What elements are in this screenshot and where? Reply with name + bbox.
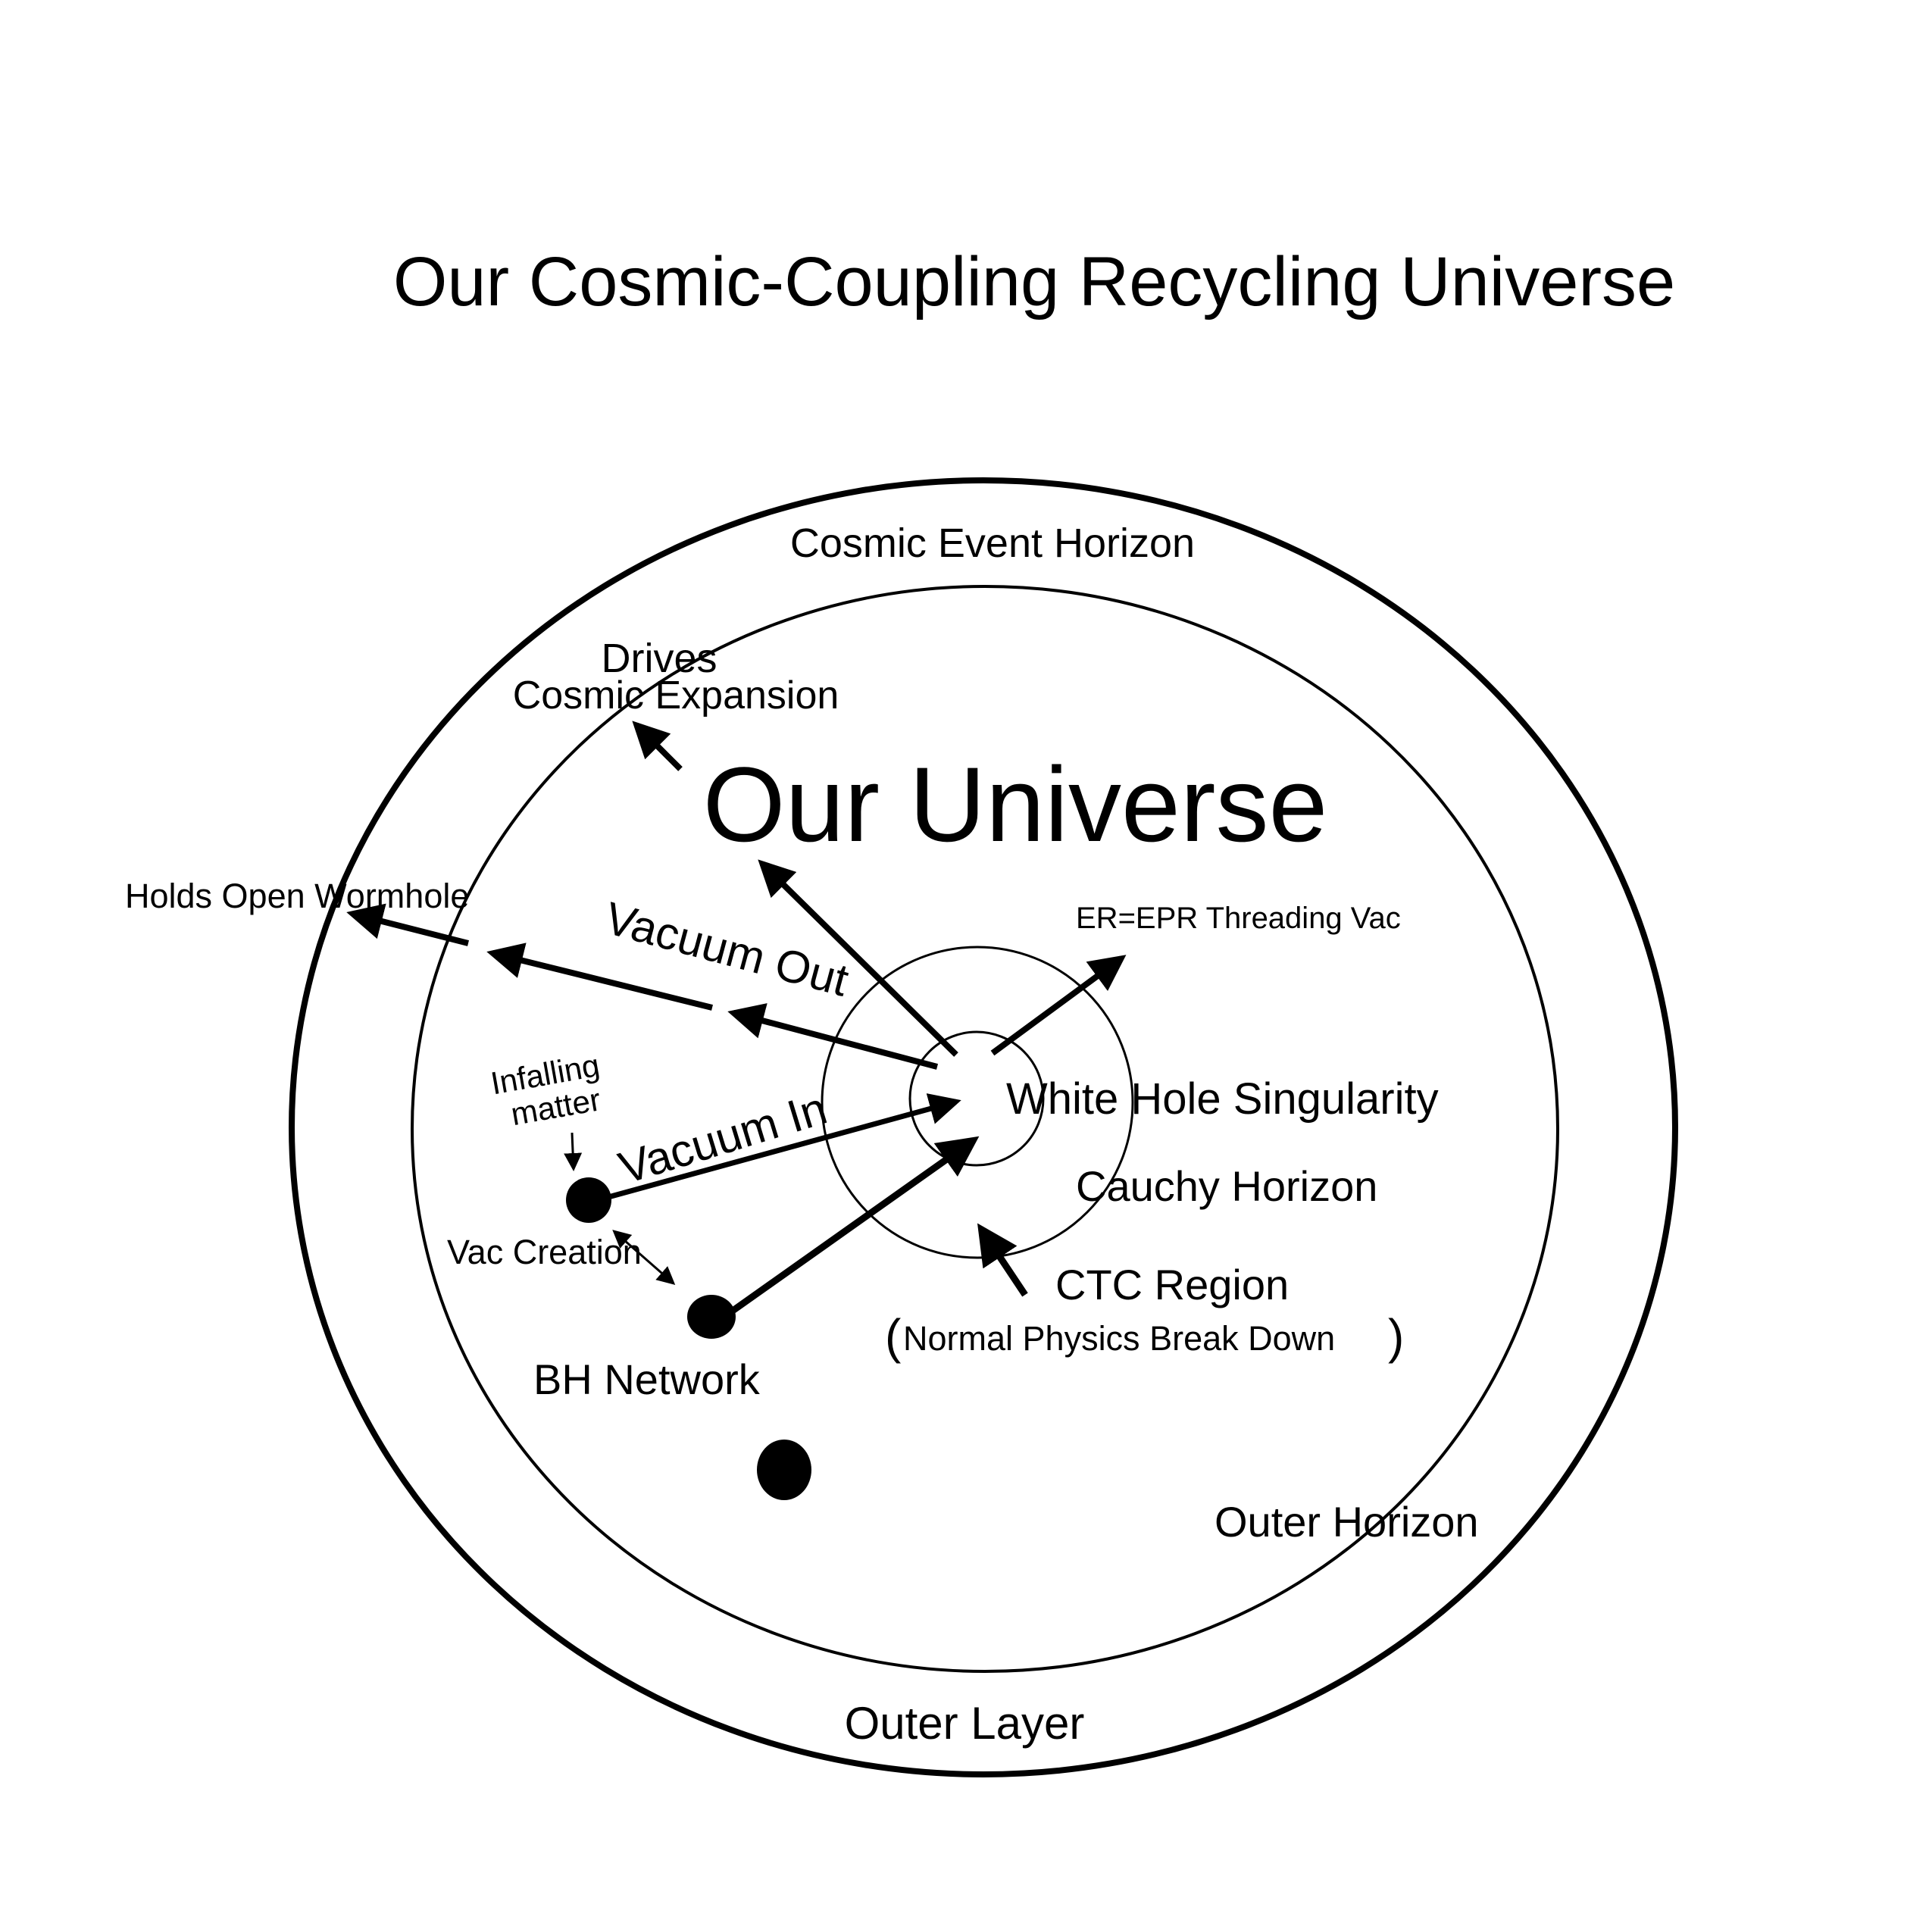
- vacuum-in-label: Vacuum In: [613, 1083, 833, 1194]
- normal-physics-close-paren: ): [1388, 1309, 1404, 1364]
- arrow-holds-open-wormhole: [346, 903, 469, 946]
- black-hole-3: [757, 1440, 811, 1500]
- arrow-ctc-region: [977, 1223, 1028, 1297]
- arrow-infalling-matter: [564, 1132, 583, 1171]
- our-universe-label: Our Universe: [703, 745, 1328, 864]
- cauchy-horizon-ring: [821, 946, 1134, 1259]
- cosmic-expansion-label: Cosmic Expansion: [513, 674, 839, 717]
- black-hole-2: [687, 1295, 736, 1339]
- bh-network-label: BH Network: [533, 1355, 761, 1403]
- er-epr-label: ER=EPR Threading Vac: [1076, 902, 1401, 935]
- cosmic-event-horizon-ring: [289, 477, 1678, 1777]
- outer-horizon-label: Outer Horizon: [1215, 1498, 1479, 1546]
- cosmic-event-horizon-label: Cosmic Event Horizon: [790, 521, 1195, 566]
- arrow-vacuum-out-2: [486, 943, 713, 1011]
- normal-physics-open-paren: (: [885, 1309, 901, 1364]
- black-hole-1: [566, 1177, 611, 1223]
- arrow-er-epr: [990, 955, 1127, 1056]
- outer-layer-label: Outer Layer: [845, 1698, 1085, 1749]
- arrow-vacuum-out-1: [727, 1003, 939, 1070]
- arrow-to-our-universe: [758, 859, 958, 1057]
- normal-physics-label: Normal Physics Break Down: [903, 1319, 1335, 1358]
- white-hole-singularity-label: White Hole Singularity: [1006, 1074, 1439, 1124]
- ctc-region-label: CTC Region: [1055, 1261, 1289, 1308]
- arrow-vacuum-in: [608, 1093, 961, 1200]
- arrow-bh-network-in: [725, 1136, 980, 1318]
- diagram-title: Our Cosmic-Coupling Recycling Universe: [393, 243, 1675, 320]
- outer-horizon-ring: [411, 585, 1559, 1673]
- holds-open-wormhole-label: Holds Open Wormhole: [125, 877, 469, 915]
- arrow-drives-expansion: [632, 721, 683, 771]
- arrow-vac-creation: [612, 1230, 676, 1285]
- drives-label: Drives: [601, 636, 717, 681]
- vac-creation-label: Vac Creation: [447, 1233, 642, 1271]
- cauchy-horizon-label: Cauchy Horizon: [1076, 1162, 1377, 1210]
